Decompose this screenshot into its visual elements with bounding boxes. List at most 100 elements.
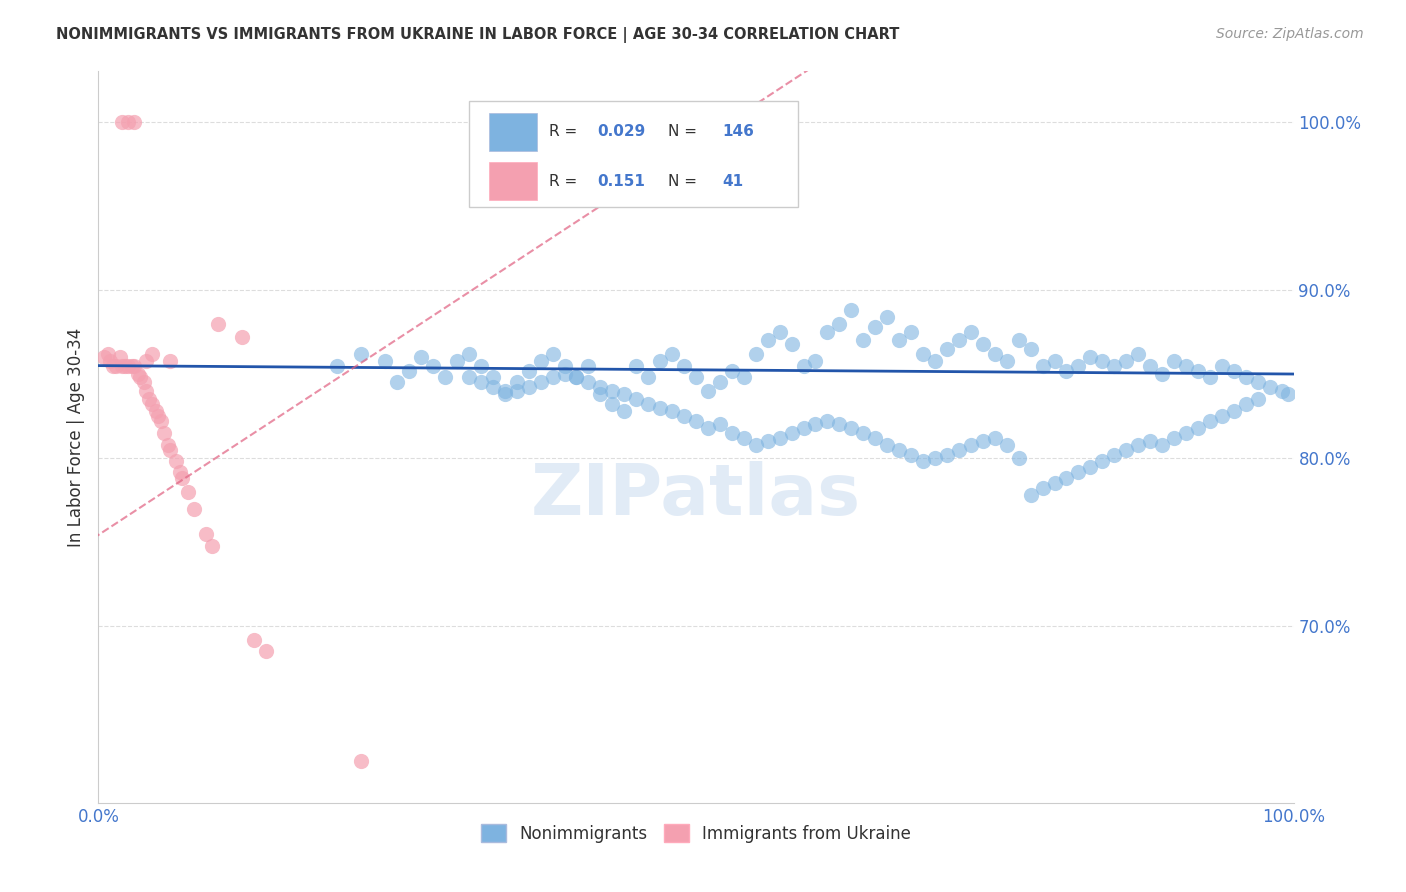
Point (129, 370, 152, 384)
Point (1128, 347, 1150, 361)
Point (661, 347, 683, 361)
Point (815, 414, 838, 428)
Point (911, 454, 934, 468)
Point (530, 353, 553, 368)
Point (398, 364, 420, 378)
Point (936, 448, 959, 462)
Point (948, 442, 970, 457)
Point (1067, 359, 1090, 373)
Point (1247, 376, 1270, 390)
Point (1091, 353, 1114, 368)
Point (93, 350, 115, 364)
Point (108, 350, 131, 364)
Point (578, 376, 600, 390)
Point (1187, 364, 1209, 378)
Point (565, 370, 588, 384)
Point (1175, 359, 1198, 373)
Point (1019, 488, 1042, 502)
Point (1152, 437, 1174, 451)
Point (132, 376, 155, 390)
Point (852, 425, 875, 440)
Point (768, 325, 790, 339)
Point (804, 417, 827, 432)
Point (1080, 350, 1102, 364)
Point (793, 421, 815, 435)
Point (1139, 359, 1161, 373)
Point (1067, 465, 1090, 479)
Point (637, 397, 659, 411)
Point (148, 409, 170, 423)
Point (924, 353, 946, 368)
Point (481, 380, 505, 394)
Point (124, 359, 146, 373)
Point (648, 353, 672, 368)
Text: R =: R = (548, 124, 582, 139)
Point (995, 353, 1018, 368)
Point (481, 370, 505, 384)
Point (1234, 397, 1257, 411)
Point (1163, 353, 1185, 368)
Point (554, 359, 576, 373)
Text: ZIPatlas: ZIPatlas (531, 461, 860, 530)
Point (114, 359, 136, 373)
Point (852, 334, 875, 348)
Point (637, 370, 659, 384)
Point (145, 404, 167, 418)
Point (804, 353, 827, 368)
Point (889, 334, 911, 348)
Point (1008, 334, 1031, 348)
Point (1199, 414, 1222, 428)
Point (733, 431, 755, 445)
Point (470, 359, 492, 373)
Point (121, 359, 143, 373)
Point (541, 347, 564, 361)
Point (756, 334, 779, 348)
FancyBboxPatch shape (489, 113, 537, 151)
FancyBboxPatch shape (470, 101, 797, 207)
Point (900, 448, 922, 462)
Point (470, 376, 492, 390)
Point (768, 431, 790, 445)
Point (169, 465, 191, 479)
Point (254, 644, 277, 658)
Y-axis label: In Labor Force | Age 30-34: In Labor Force | Age 30-34 (67, 327, 86, 547)
Point (924, 451, 946, 466)
Point (828, 317, 851, 331)
Point (117, 115, 139, 129)
Point (1091, 454, 1114, 468)
Point (697, 384, 720, 398)
Point (745, 437, 768, 451)
Point (156, 437, 179, 451)
Point (780, 336, 803, 351)
Point (201, 539, 224, 553)
Point (911, 347, 934, 361)
Point (865, 320, 887, 334)
Point (1163, 431, 1185, 445)
Point (1175, 425, 1198, 440)
Point (101, 359, 124, 373)
Point (1223, 364, 1246, 378)
Point (697, 421, 720, 435)
Point (350, 754, 373, 768)
Text: Source: ZipAtlas.com: Source: ZipAtlas.com (1216, 27, 1364, 41)
Point (602, 397, 624, 411)
Point (876, 437, 898, 451)
Point (1152, 367, 1174, 381)
Point (446, 353, 468, 368)
Point (756, 434, 779, 449)
Point (530, 376, 553, 390)
Text: N =: N = (668, 174, 703, 189)
Point (841, 303, 863, 318)
Point (1032, 481, 1054, 495)
Point (183, 501, 205, 516)
Text: 146: 146 (723, 124, 754, 139)
Point (458, 370, 481, 384)
Point (153, 425, 176, 440)
Point (602, 384, 624, 398)
Point (815, 325, 838, 339)
Point (1043, 353, 1066, 368)
Point (135, 353, 157, 368)
Point (984, 431, 1007, 445)
Point (984, 347, 1007, 361)
Point (889, 442, 911, 457)
